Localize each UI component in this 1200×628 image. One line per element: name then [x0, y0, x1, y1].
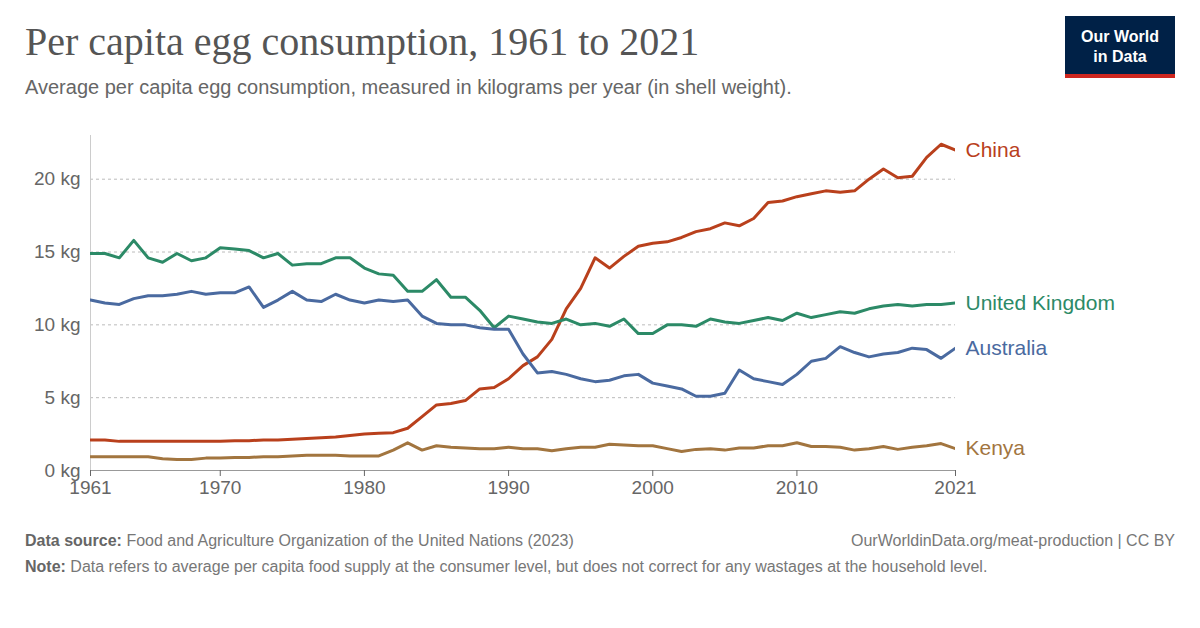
svg-text:United Kingdom: United Kingdom [966, 291, 1115, 314]
svg-text:5 kg: 5 kg [45, 387, 81, 408]
svg-text:Kenya: Kenya [966, 436, 1026, 459]
svg-text:2000: 2000 [632, 477, 674, 498]
svg-text:15 kg: 15 kg [34, 241, 80, 262]
svg-text:2021: 2021 [934, 477, 976, 498]
svg-text:10 kg: 10 kg [34, 314, 80, 335]
html-text:Our World: Our World [1081, 28, 1159, 45]
svg-text:2010: 2010 [776, 477, 818, 498]
svg-text:1980: 1980 [343, 477, 385, 498]
svg-text:China: China [966, 138, 1021, 161]
svg-text:0 kg: 0 kg [44, 459, 81, 481]
html-text:in Data: in Data [1093, 48, 1147, 65]
html-text:Note: Data refers to average p: Note: Data refers to average per capita … [25, 558, 988, 575]
html-text:Average per capita egg consump: Average per capita egg consumption, meas… [25, 76, 792, 98]
svg-text:1990: 1990 [487, 477, 529, 498]
svg-text:20 kg: 20 kg [34, 168, 80, 189]
html-text:Per capita egg consumption, 19: Per capita egg consumption, 1961 to 2021 [25, 19, 700, 64]
html-text:Data source: Food and Agricult: Data source: Food and Agriculture Organi… [25, 532, 574, 549]
html-text:OurWorldinData.org/meat-produc: OurWorldinData.org/meat-production | CC … [851, 532, 1175, 549]
svg-text:1970: 1970 [199, 477, 241, 498]
svg-text:1961: 1961 [69, 477, 111, 498]
svg-text:Australia: Australia [966, 336, 1048, 359]
